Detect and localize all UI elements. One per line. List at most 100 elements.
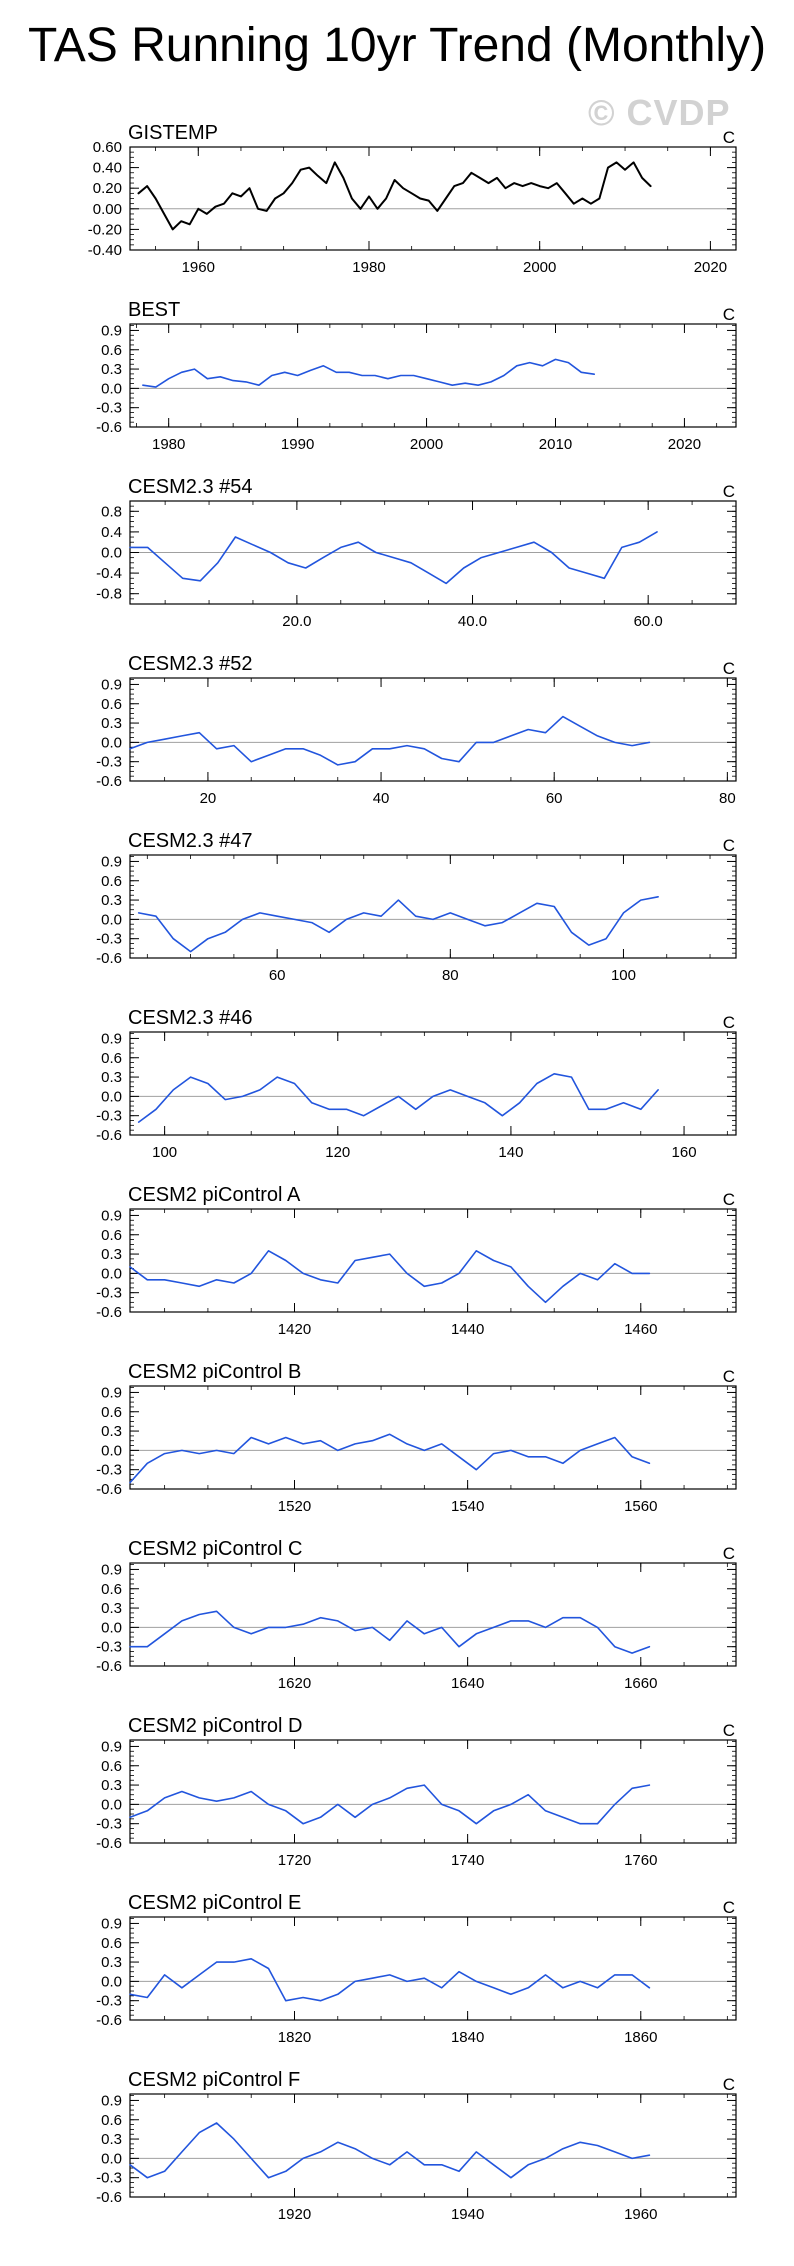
y-tick-label: -0.4 [96, 565, 122, 582]
units-label: C [723, 2075, 735, 2094]
y-tick-label: -0.6 [96, 950, 122, 967]
y-tick-label: -0.6 [96, 419, 122, 436]
y-tick-label: 0.6 [101, 696, 122, 713]
y-tick-label: -0.6 [96, 1127, 122, 1144]
x-tick-label: 40.0 [458, 613, 487, 630]
x-tick-label: 1860 [624, 2029, 657, 2046]
y-tick-label: 0.0 [101, 1442, 122, 1459]
y-tick-label: 0.0 [101, 911, 122, 928]
series-line [142, 358, 596, 388]
y-tick-label: 0.6 [101, 1935, 122, 1952]
panel-9: CESM2 piControl D C -0.6 -0.3 0.0 0.3 0.6 0.9 17… [96, 1715, 737, 1869]
y-tick-label: 0.0 [101, 1973, 122, 1990]
x-tick-label: 140 [498, 1144, 523, 1161]
y-tick-label: -0.3 [96, 754, 122, 771]
y-tick-label: 0.00 [93, 201, 122, 218]
y-tick-label: 0.8 [101, 503, 122, 520]
y-tick-label: -0.6 [96, 2012, 122, 2029]
series-line [137, 161, 652, 231]
panel-title: CESM2.3 #46 [128, 1007, 253, 1029]
x-tick-label: 40 [373, 790, 390, 807]
panel-title: BEST [128, 299, 180, 321]
plot-frame [129, 146, 737, 251]
x-tick-label: 1760 [624, 1852, 657, 1869]
x-tick-label: 1560 [624, 1498, 657, 1515]
x-tick-label: 100 [152, 1144, 177, 1161]
units-label: C [723, 1898, 735, 1917]
panel-7: CESM2 piControl B C -0.6 -0.3 0.0 0.3 0.6 0.9 15… [96, 1361, 737, 1515]
plot-frame [129, 2093, 737, 2198]
plot-frame [129, 1031, 737, 1136]
y-tick-label: 0.40 [93, 160, 122, 177]
panel-title: CESM2 piControl E [128, 1892, 301, 1914]
panel-title: CESM2.3 #52 [128, 653, 253, 675]
x-tick-label: 1660 [624, 1675, 657, 1692]
y-tick-label: -0.6 [96, 1835, 122, 1852]
y-tick-label: 0.3 [101, 715, 122, 732]
y-tick-label: 0.9 [101, 1561, 122, 1578]
panel-title: GISTEMP [128, 122, 218, 144]
series-line [129, 1250, 651, 1304]
y-tick-label: 0.4 [101, 524, 122, 541]
x-tick-label: 1720 [278, 1852, 311, 1869]
panel-3: CESM2.3 #52 C -0.6 -0.3 0.0 0.3 0.6 0.9 20 40 60 80 [96, 653, 737, 807]
y-tick-label: -0.6 [96, 1658, 122, 1675]
y-tick-label: -0.6 [96, 1304, 122, 1321]
x-tick-label: 80 [442, 967, 459, 984]
panel-2: CESM2.3 #54 C -0.8 -0.4 0.0 0.4 0.8 20.0 40.0 60.… [96, 476, 737, 630]
panel-title: CESM2 piControl F [128, 2069, 300, 2091]
y-tick-label: 0.6 [101, 873, 122, 890]
y-tick-label: -0.3 [96, 931, 122, 948]
plot-frame [129, 1385, 737, 1490]
panel-6: CESM2 piControl A C -0.6 -0.3 0.0 0.3 0.6 0.9 14… [96, 1184, 737, 1338]
series-line [129, 2122, 651, 2179]
y-tick-label: -0.3 [96, 1108, 122, 1125]
plot-frame [129, 1739, 737, 1844]
x-tick-label: 1960 [182, 259, 215, 276]
y-tick-label: 0.6 [101, 1404, 122, 1421]
units-label: C [723, 1013, 735, 1032]
plot-frame [129, 1916, 737, 2021]
x-tick-label: 2000 [410, 436, 443, 453]
x-tick-label: 1840 [451, 2029, 484, 2046]
series-line [137, 895, 659, 953]
y-tick-label: 0.3 [101, 1246, 122, 1263]
y-tick-label: 0.9 [101, 1384, 122, 1401]
y-tick-label: 0.9 [101, 322, 122, 339]
panel-title: CESM2.3 #47 [128, 830, 253, 852]
units-label: C [723, 1190, 735, 1209]
y-tick-label: 0.3 [101, 1069, 122, 1086]
units-label: C [723, 1721, 735, 1740]
y-tick-label: 0.6 [101, 1227, 122, 1244]
y-tick-label: 0.9 [101, 1207, 122, 1224]
y-tick-label: 0.3 [101, 1777, 122, 1794]
panel-8: CESM2 piControl C C -0.6 -0.3 0.0 0.3 0.6 0.9 16… [96, 1538, 737, 1692]
panel-0: GISTEMP C -0.40 -0.20 0.00 0.20 0.40 0.60 1960 19… [88, 122, 737, 276]
y-tick-label: -0.40 [88, 242, 122, 259]
units-label: C [723, 1544, 735, 1563]
y-tick-label: 0.3 [101, 1954, 122, 1971]
panel-title: CESM2.3 #54 [128, 476, 253, 498]
x-tick-label: 1520 [278, 1498, 311, 1515]
x-tick-label: 1540 [451, 1498, 484, 1515]
panel-5: CESM2.3 #46 C -0.6 -0.3 0.0 0.3 0.6 0.9 100 120 14… [96, 1007, 737, 1161]
y-tick-label: -0.3 [96, 1639, 122, 1656]
x-tick-label: 1990 [281, 436, 314, 453]
x-tick-label: 2000 [523, 259, 556, 276]
y-tick-label: -0.6 [96, 2189, 122, 2206]
plot-frame [129, 323, 737, 428]
units-label: C [723, 482, 735, 501]
units-label: C [723, 659, 735, 678]
x-tick-label: 1940 [451, 2206, 484, 2223]
x-tick-label: 120 [325, 1144, 350, 1161]
panel-title: CESM2 piControl C [128, 1538, 303, 1560]
x-tick-label: 1820 [278, 2029, 311, 2046]
y-tick-label: 0.9 [101, 2092, 122, 2109]
series-line [129, 1958, 651, 2002]
x-tick-label: 80 [719, 790, 736, 807]
x-tick-label: 20 [200, 790, 217, 807]
x-tick-label: 100 [611, 967, 636, 984]
y-tick-label: 0.0 [101, 545, 122, 562]
y-tick-label: 0.3 [101, 1600, 122, 1617]
panel-10: CESM2 piControl E C -0.6 -0.3 0.0 0.3 0.6 0.9 18… [96, 1892, 737, 2046]
